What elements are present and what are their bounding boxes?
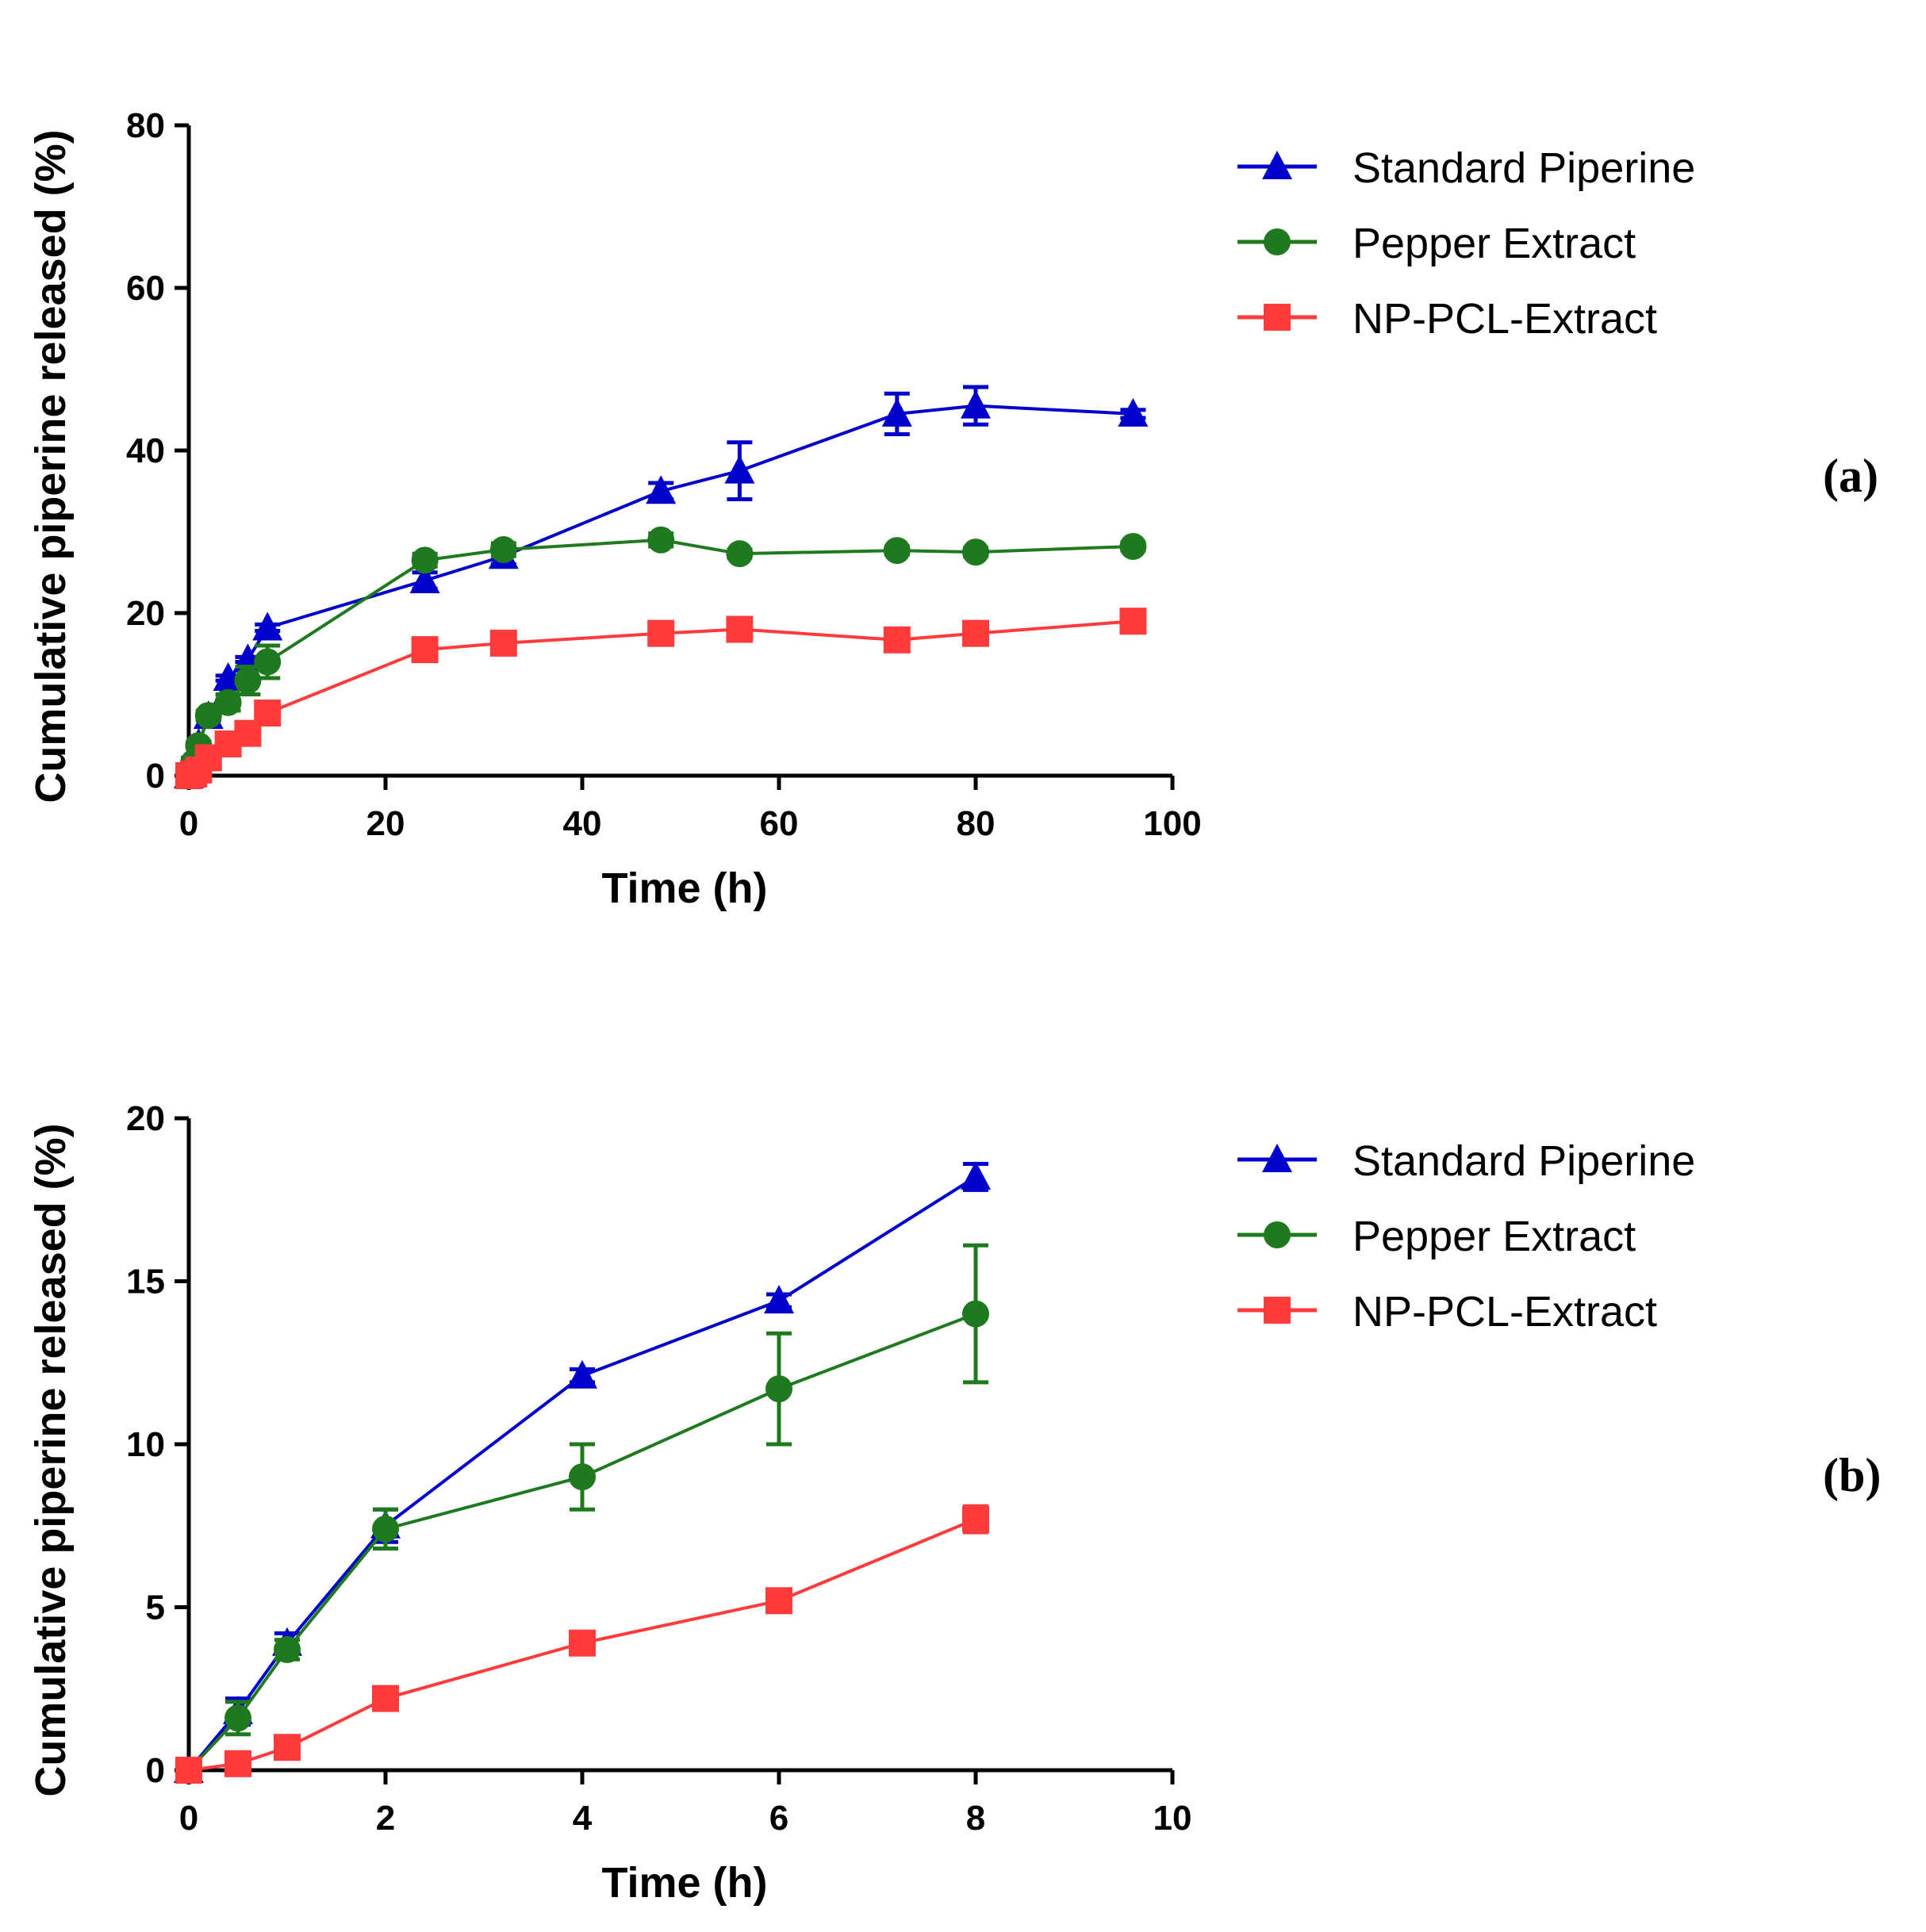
- series-line: [187, 538, 1134, 776]
- data-point: [962, 1300, 989, 1328]
- legend: Standard Piperine Pepper Extract NP-PCL-Ex…: [1237, 1137, 1695, 1336]
- y-tick-label: 0: [146, 1751, 165, 1790]
- data-point: [254, 700, 282, 727]
- data-point: [372, 1685, 399, 1712]
- data-point: [726, 615, 754, 643]
- y-tick-label: 20: [126, 594, 165, 633]
- chart-panel-b: 0 2 4 6 8 10 0 5 10 15 20 Time (h) Cumulative piperi…: [27, 1099, 1881, 1907]
- data-point: [1119, 608, 1147, 635]
- y-tick-label: 80: [126, 106, 165, 145]
- data-point: [1118, 397, 1149, 427]
- legend-label: Pepper Extract: [1352, 220, 1636, 267]
- legend-label: Standard Piperine: [1352, 144, 1695, 192]
- data-point: [961, 1160, 991, 1190]
- data-point: [254, 648, 282, 676]
- data-point: [962, 539, 989, 566]
- data-point: [274, 1635, 301, 1663]
- x-tick-label: 8: [966, 1799, 985, 1838]
- y-tick-label: 40: [126, 431, 165, 470]
- data-point: [569, 1463, 596, 1491]
- x-tick-label: 10: [1153, 1799, 1192, 1838]
- data-point: [409, 565, 440, 593]
- data-point: [962, 619, 989, 647]
- legend-label: Pepper Extract: [1352, 1213, 1636, 1260]
- x-tick-label: 100: [1143, 804, 1201, 843]
- data-point: [881, 397, 912, 427]
- data-point: [765, 1587, 792, 1615]
- data-point: [411, 636, 439, 664]
- legend-marker: [1264, 228, 1291, 255]
- x-tick-label: 0: [179, 804, 198, 843]
- series-line: [187, 404, 1134, 776]
- legend-marker: [1262, 151, 1292, 179]
- data-point: [883, 537, 911, 565]
- data-point: [489, 629, 517, 657]
- chart-panel-a: 0 20 40 60 80 100 0 20 40 60 80 Time (h) Cumulative …: [27, 106, 1878, 912]
- data-point: [214, 688, 242, 716]
- legend-label: NP-PCL-Extract: [1352, 1288, 1657, 1336]
- panel-label: (a): [1823, 450, 1878, 502]
- legend-marker: [1264, 1221, 1291, 1248]
- y-tick-label: 15: [126, 1263, 165, 1301]
- legend-marker: [1264, 304, 1291, 331]
- x-tick-label: 0: [179, 1799, 198, 1838]
- legend-label: NP-PCL-Extract: [1352, 295, 1657, 343]
- x-tick-label: 4: [573, 1799, 593, 1838]
- data-point: [224, 1750, 251, 1777]
- y-tick-label: 60: [126, 269, 165, 308]
- legend-label: Standard Piperine: [1352, 1137, 1695, 1185]
- x-tick-label: 40: [563, 804, 602, 843]
- data-point: [647, 619, 675, 647]
- data-point: [647, 526, 675, 554]
- data-point: [274, 1734, 301, 1761]
- legend-marker: [1262, 1144, 1292, 1172]
- data-point: [961, 389, 991, 419]
- y-axis-title: Cumulative piperine released (%): [27, 129, 75, 803]
- data-point: [764, 1285, 794, 1314]
- x-tick-label: 80: [957, 804, 996, 843]
- data-point: [569, 1629, 596, 1657]
- x-tick-label: 60: [760, 804, 799, 843]
- y-tick-label: 10: [126, 1425, 165, 1464]
- y-tick-label: 20: [126, 1099, 165, 1138]
- legend-marker: [1264, 1297, 1291, 1324]
- data-point: [646, 475, 677, 504]
- y-tick-label: 0: [146, 757, 165, 795]
- data-point: [175, 1757, 202, 1784]
- series-pepper-extract: [175, 526, 1147, 789]
- data-point: [567, 1359, 597, 1389]
- x-tick-label: 2: [376, 1799, 395, 1838]
- y-axis-title: Cumulative piperine released (%): [27, 1123, 75, 1796]
- x-axis-title: Time (h): [601, 1859, 767, 1907]
- data-point: [234, 667, 262, 695]
- data-point: [372, 1515, 399, 1543]
- series-standard-piperine: [174, 385, 1149, 788]
- data-point: [252, 611, 283, 641]
- y-tick-label: 5: [146, 1589, 165, 1627]
- data-point: [883, 626, 911, 654]
- data-point: [1119, 532, 1147, 560]
- data-point: [194, 702, 222, 730]
- x-tick-label: 20: [366, 804, 405, 843]
- data-point: [489, 536, 517, 564]
- series-np-pcl-extract: [175, 1504, 989, 1784]
- data-point: [411, 546, 439, 574]
- panel-label: (b): [1823, 1449, 1881, 1501]
- x-axis-title: Time (h): [601, 864, 767, 912]
- legend: Standard Piperine Pepper Extract NP-PCL-Ex…: [1237, 144, 1695, 343]
- series-pepper-extract: [175, 1243, 989, 1784]
- data-point: [765, 1375, 792, 1403]
- data-point: [726, 540, 754, 568]
- x-tick-label: 6: [769, 1799, 788, 1838]
- data-point: [224, 1704, 251, 1732]
- series-np-pcl-extract: [175, 608, 1147, 789]
- data-point: [962, 1505, 989, 1533]
- data-point: [724, 454, 755, 484]
